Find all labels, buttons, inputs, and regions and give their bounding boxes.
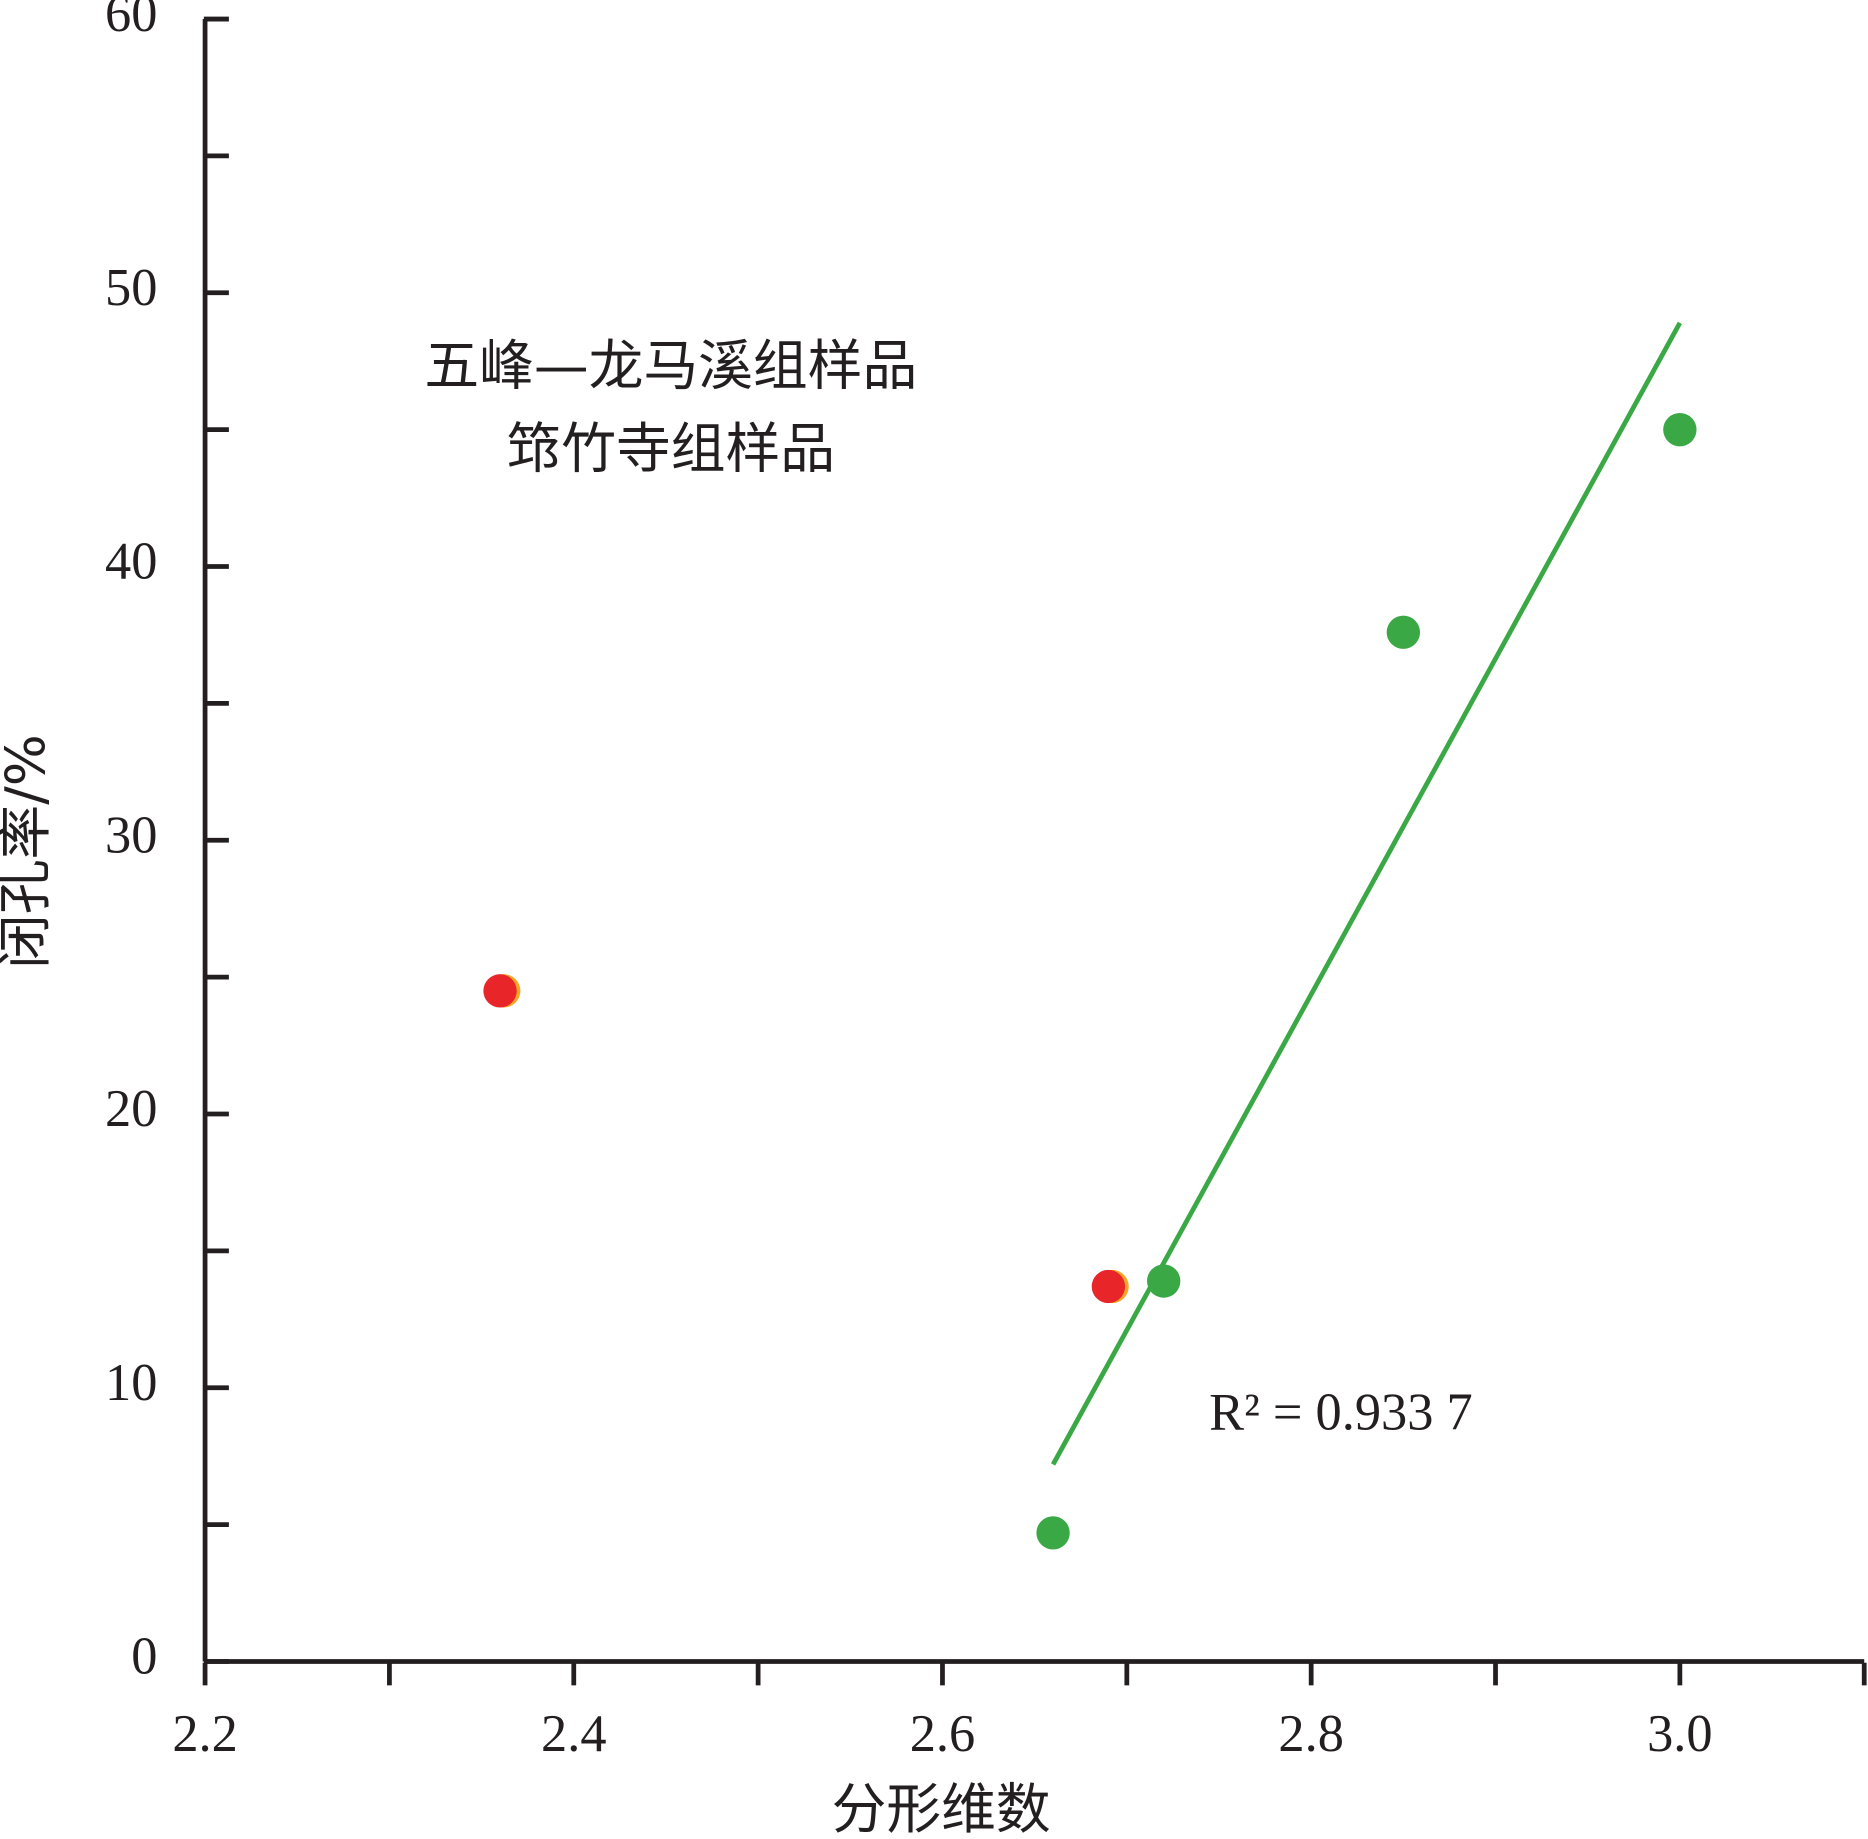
- x-tick-label: 3.0: [1647, 1705, 1713, 1763]
- x-tick-label: 2.4: [541, 1705, 607, 1763]
- x-tick-label: 2.8: [1278, 1705, 1344, 1763]
- point: [1386, 615, 1421, 649]
- r2-annotation: R² = 0.933 7: [1209, 1383, 1473, 1441]
- x-tick-label: 2.2: [172, 1705, 238, 1763]
- y-tick-label: 10: [105, 1354, 157, 1412]
- point: [1147, 1264, 1181, 1298]
- point: [483, 974, 517, 1008]
- x-tick-label: 2.6: [910, 1705, 976, 1763]
- legend-label: 五峰—龙马溪组样品: [424, 333, 917, 397]
- y-tick-label: 40: [105, 533, 157, 591]
- point: [1663, 413, 1697, 447]
- trend-line: [1050, 321, 1682, 1466]
- x-axis-label: 分形维数: [832, 1777, 1051, 1839]
- legend-label: 筇竹寺组样品: [506, 417, 835, 481]
- y-axis-label: 闭孔率/%: [0, 734, 57, 969]
- y-tick-label: 60: [105, 0, 157, 43]
- y-tick-label: 20: [105, 1080, 157, 1138]
- y-tick-label: 50: [105, 259, 157, 317]
- y-tick-label: 30: [105, 806, 157, 864]
- point: [1091, 1269, 1126, 1304]
- y-tick-label: 0: [131, 1628, 157, 1686]
- point: [1036, 1516, 1070, 1550]
